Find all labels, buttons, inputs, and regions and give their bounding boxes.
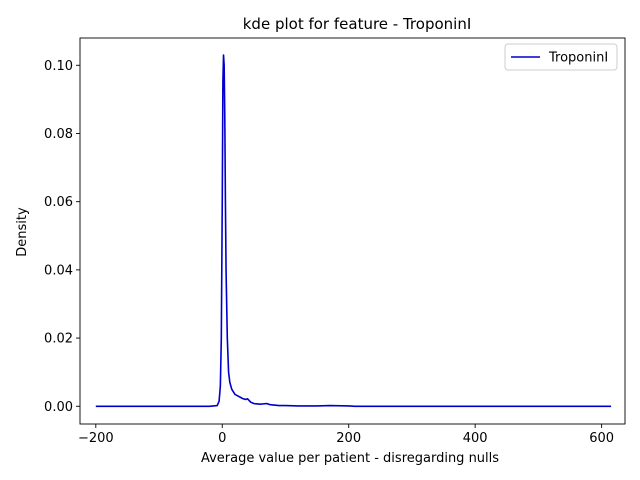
x-tick-label: 600 [589, 431, 614, 446]
axis-ticks: −200 0 200 400 600 0.00 0.02 0.04 0.06 0.08 0.10 [44, 59, 614, 446]
y-tick-label: 0.04 [44, 263, 73, 278]
y-tick-label: 0.06 [44, 195, 73, 210]
y-tick-label: 0.02 [44, 332, 73, 347]
y-tick-label: 0.08 [44, 127, 73, 142]
x-tick-label: 400 [463, 431, 488, 446]
legend-box [504, 43, 618, 71]
y-tick-label: 0.10 [44, 59, 73, 74]
series-line-0 [95, 54, 612, 408]
legend: TroponinI [504, 43, 618, 71]
y-axis-label: Density [15, 207, 30, 257]
y-tick-label: 0.00 [44, 400, 73, 415]
x-axis-label: Average value per patient - disregarding… [201, 451, 499, 466]
chart-title: kde plot for feature - TroponinI [243, 15, 472, 33]
plot-area [79, 37, 626, 425]
axes-frame [79, 37, 626, 425]
legend-label: TroponinI [548, 51, 608, 66]
x-tick-label: 0 [218, 431, 226, 446]
x-tick-label: 200 [336, 431, 361, 446]
x-tick-label: −200 [78, 431, 114, 446]
